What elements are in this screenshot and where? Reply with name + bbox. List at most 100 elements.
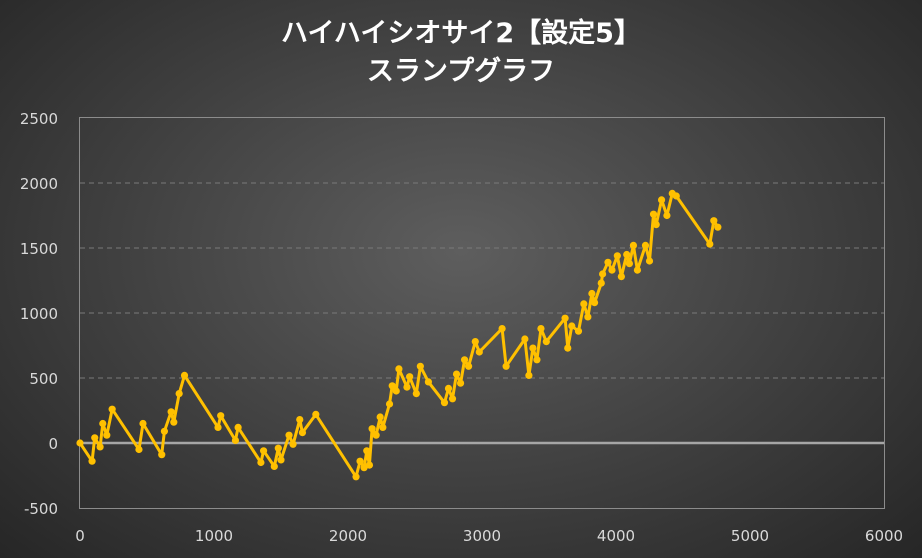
y-tick-label: 1000 — [20, 305, 58, 323]
data-point — [475, 348, 483, 356]
data-series — [76, 189, 722, 481]
data-point — [657, 196, 666, 204]
data-point — [561, 314, 569, 322]
data-point — [406, 373, 414, 381]
data-point — [139, 419, 147, 428]
data-point — [296, 416, 304, 424]
data-point — [625, 260, 634, 268]
y-tick-label: 0 — [48, 435, 58, 453]
data-point — [135, 445, 143, 454]
data-point — [613, 252, 621, 260]
x-tick-label: 1000 — [195, 527, 233, 545]
chart-title: ハイハイシオサイ2【設定5】 — [281, 17, 641, 49]
data-point — [710, 217, 718, 225]
data-point — [234, 423, 242, 431]
data-point — [663, 211, 671, 220]
data-point — [645, 257, 654, 265]
data-point — [608, 266, 616, 274]
x-tick-label: 2000 — [329, 527, 367, 545]
data-point — [623, 250, 631, 259]
data-point — [599, 270, 607, 278]
data-point — [568, 322, 576, 330]
x-tick-label: 6000 — [865, 527, 903, 545]
data-point — [617, 273, 625, 281]
x-tick-label: 0 — [75, 527, 85, 545]
data-point — [285, 431, 293, 439]
data-point — [88, 457, 96, 465]
x-tick-label: 4000 — [597, 527, 635, 545]
data-point — [448, 395, 457, 403]
y-tick-label: 1500 — [20, 240, 58, 258]
series-line — [78, 191, 720, 479]
data-point — [379, 423, 387, 431]
data-point — [103, 431, 111, 439]
data-point — [597, 279, 605, 287]
data-point — [180, 371, 189, 379]
data-point — [356, 457, 364, 465]
data-point — [465, 362, 473, 370]
y-tick-label: -500 — [24, 500, 58, 518]
data-point — [649, 210, 658, 218]
data-point — [629, 241, 638, 249]
grid-lines — [80, 182, 884, 445]
data-point — [217, 412, 225, 420]
data-point — [388, 382, 396, 390]
y-tick-label: 500 — [29, 370, 58, 388]
data-point — [274, 444, 282, 452]
data-point — [652, 221, 660, 229]
data-point — [588, 289, 596, 298]
data-point — [498, 325, 506, 333]
data-point — [214, 423, 222, 431]
data-point — [403, 383, 411, 391]
data-point — [641, 241, 650, 249]
data-point — [277, 456, 285, 464]
data-point — [372, 431, 380, 439]
data-point — [99, 419, 107, 428]
data-point — [175, 390, 183, 398]
data-point — [368, 425, 376, 433]
data-point — [537, 325, 545, 333]
data-point — [416, 362, 424, 370]
data-point — [444, 384, 453, 392]
data-point — [360, 464, 368, 472]
data-point — [108, 405, 116, 413]
data-point — [91, 434, 99, 442]
data-point — [542, 338, 550, 346]
data-point — [471, 338, 479, 346]
data-point — [533, 356, 541, 364]
data-point — [167, 408, 175, 416]
data-point — [170, 418, 178, 426]
data-point — [352, 473, 360, 481]
data-point — [158, 451, 166, 459]
data-point — [564, 344, 572, 352]
x-tick-label: 5000 — [731, 527, 769, 545]
plot-area — [79, 117, 885, 509]
data-point — [529, 344, 537, 352]
data-point — [502, 362, 510, 370]
data-point — [590, 299, 599, 307]
data-point — [456, 379, 465, 387]
data-point — [584, 313, 592, 321]
data-point — [160, 427, 169, 435]
data-point — [289, 440, 297, 448]
data-point — [312, 410, 320, 418]
data-point — [257, 458, 265, 467]
data-point — [604, 258, 612, 266]
data-point — [424, 378, 432, 386]
data-point — [574, 327, 583, 335]
data-point — [706, 240, 714, 248]
data-point — [395, 365, 403, 373]
data-point — [96, 443, 104, 451]
data-point — [460, 356, 469, 364]
data-point — [76, 439, 84, 447]
data-point — [385, 400, 394, 408]
y-tick-label: 2500 — [20, 110, 58, 128]
data-point — [298, 429, 307, 437]
data-point — [672, 192, 680, 200]
data-point — [365, 461, 374, 469]
data-point — [270, 462, 278, 470]
data-point — [714, 223, 722, 231]
